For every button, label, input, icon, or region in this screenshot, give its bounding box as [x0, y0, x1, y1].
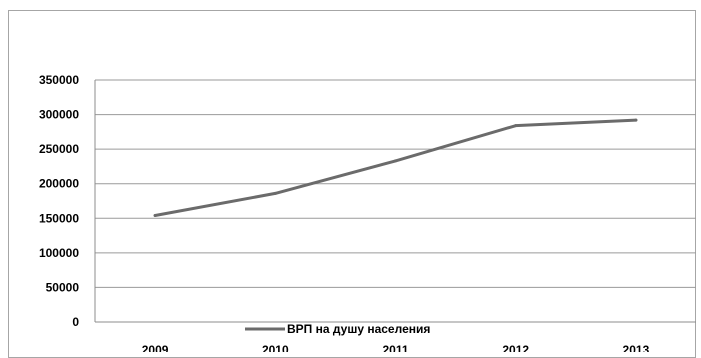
- x-tick-label: 2013: [623, 343, 650, 352]
- x-tick-label: 2012: [502, 343, 529, 352]
- y-tick-label: 250000: [39, 142, 79, 156]
- data-point: [153, 214, 157, 218]
- y-tick-label: 100000: [39, 246, 79, 260]
- data-point: [273, 191, 277, 195]
- data-point: [394, 159, 397, 163]
- y-tick-label: 0: [72, 315, 79, 329]
- data-point: [634, 118, 638, 122]
- y-tick-label: 150000: [39, 211, 79, 225]
- legend: ВРП на душу населения: [245, 322, 430, 336]
- y-tick-label: 200000: [39, 177, 79, 191]
- y-tick-label: 50000: [46, 280, 80, 294]
- x-tick-label: 2010: [262, 343, 289, 352]
- series-line: [153, 118, 638, 218]
- y-tick-label: 350000: [39, 73, 79, 87]
- y-tick-label: 300000: [39, 108, 79, 122]
- y-axis: 0 50000 100000 150000 200000 250000 300000 3500…: [39, 73, 96, 329]
- x-axis: 2009 2010 2011 2012 2013: [142, 343, 650, 352]
- data-point: [514, 124, 518, 128]
- legend-label: ВРП на душу населения: [287, 322, 430, 336]
- gridlines: [95, 79, 696, 323]
- series-layer: [153, 118, 638, 218]
- x-tick-label: 2009: [142, 343, 169, 352]
- x-tick-label: 2011: [382, 343, 408, 352]
